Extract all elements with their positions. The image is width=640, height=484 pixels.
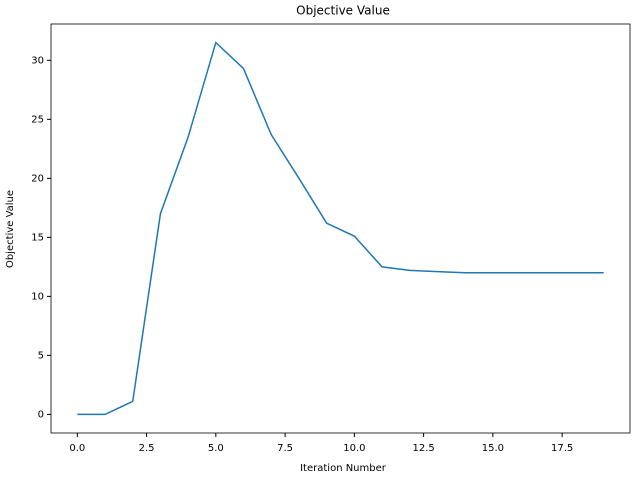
y-tick-label: 25 bbox=[31, 114, 44, 125]
y-tick-label: 0 bbox=[38, 409, 44, 420]
line-series bbox=[77, 41, 604, 416]
x-tick-label: 15.0 bbox=[482, 443, 504, 454]
x-tick-label: 7.5 bbox=[277, 443, 293, 454]
y-tick-label: 10 bbox=[31, 291, 44, 302]
x-tick-label: 0.0 bbox=[69, 443, 85, 454]
x-tick-label: 12.5 bbox=[412, 443, 434, 454]
x-tick-label: 17.5 bbox=[551, 443, 573, 454]
y-tick-label: 30 bbox=[31, 55, 44, 66]
chart-title: Objective Value bbox=[296, 4, 390, 18]
x-tick-label: 5.0 bbox=[208, 443, 224, 454]
x-tick-label: 2.5 bbox=[139, 443, 155, 454]
x-axis-label: Iteration Number bbox=[300, 463, 387, 474]
y-axis-label: Objective Value bbox=[5, 190, 16, 268]
x-tick-label: 10.0 bbox=[343, 443, 365, 454]
y-tick-label: 20 bbox=[31, 173, 44, 184]
axes-frame bbox=[50, 23, 631, 434]
y-tick-label: 15 bbox=[31, 232, 44, 243]
y-tick-label: 5 bbox=[38, 350, 44, 361]
